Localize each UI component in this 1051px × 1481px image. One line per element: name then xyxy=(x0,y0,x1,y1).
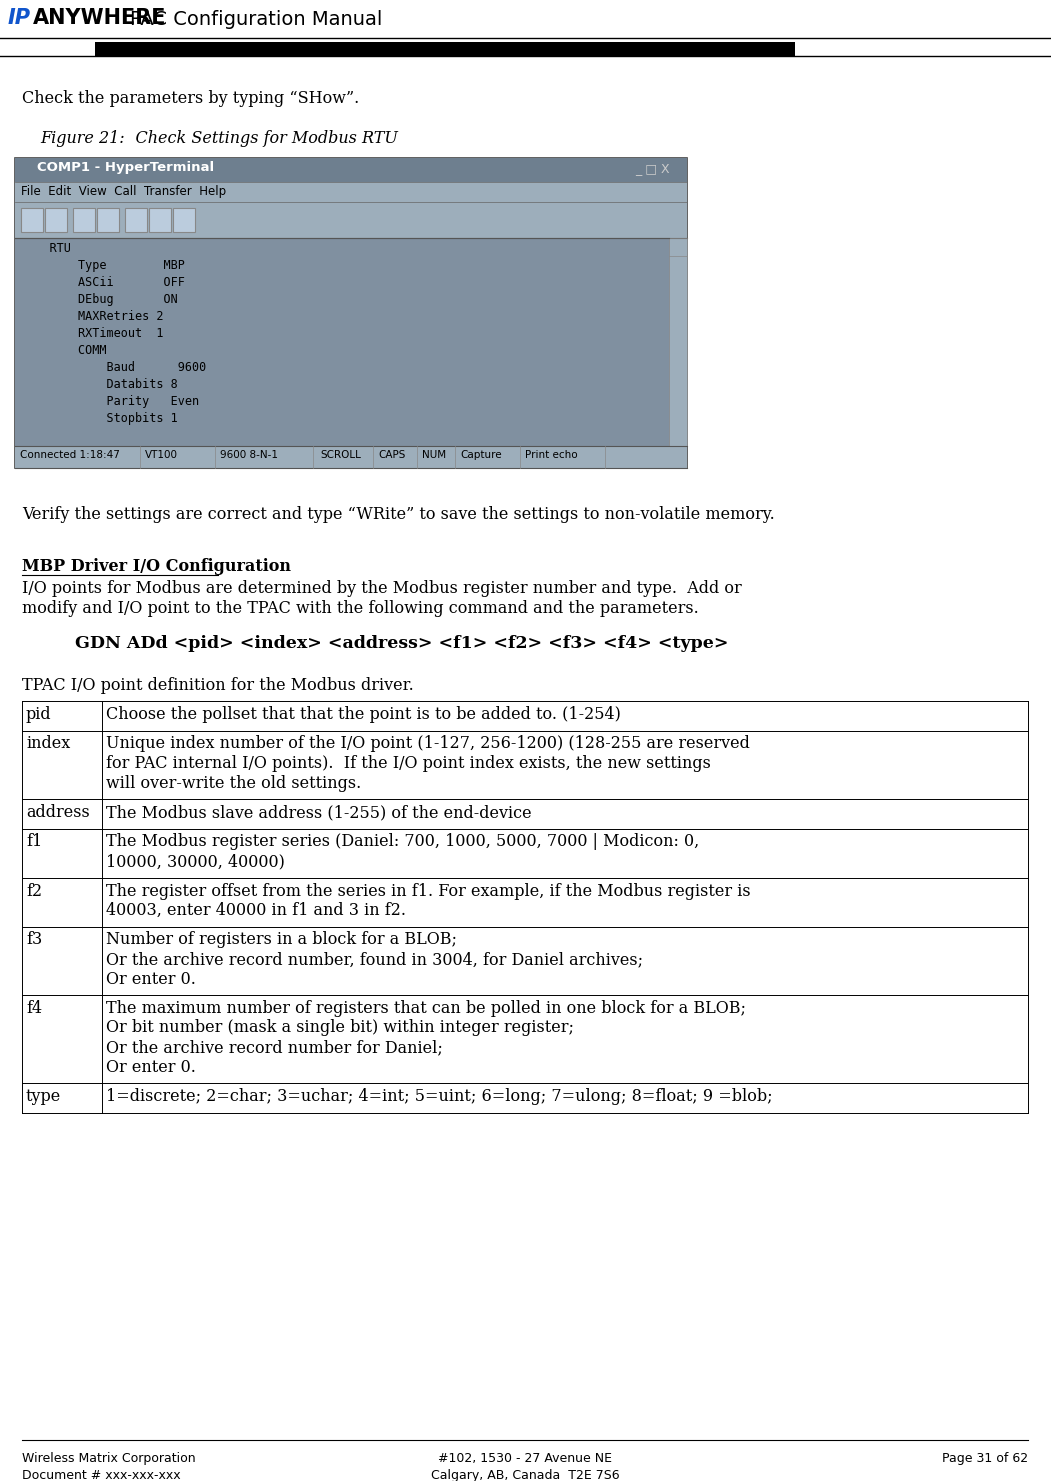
Text: Or enter 0.: Or enter 0. xyxy=(106,970,195,988)
Text: Number of registers in a block for a BLOB;: Number of registers in a block for a BLO… xyxy=(106,932,457,948)
Bar xyxy=(15,182,687,201)
Text: Verify the settings are correct and type “WRite” to save the settings to non-vol: Verify the settings are correct and type… xyxy=(22,507,775,523)
Text: Or the archive record number, found in 3004, for Daniel archives;: Or the archive record number, found in 3… xyxy=(106,951,643,969)
Text: Or the archive record number for Daniel;: Or the archive record number for Daniel; xyxy=(106,1040,442,1056)
Text: pid: pid xyxy=(26,706,51,723)
Text: 40003, enter 40000 in f1 and 3 in f2.: 40003, enter 40000 in f1 and 3 in f2. xyxy=(106,902,406,920)
Text: 10000, 30000, 40000): 10000, 30000, 40000) xyxy=(106,853,285,869)
Bar xyxy=(15,158,687,182)
Text: 9600 8-N-1: 9600 8-N-1 xyxy=(220,450,279,461)
Text: MBP Driver I/O Configuration: MBP Driver I/O Configuration xyxy=(22,558,291,575)
Text: f1: f1 xyxy=(26,834,42,850)
Text: The register offset from the series in f1. For example, if the Modbus register i: The register offset from the series in f… xyxy=(106,883,750,899)
Text: PAC Configuration Manual: PAC Configuration Manual xyxy=(130,10,383,30)
Text: Wireless Matrix Corporation: Wireless Matrix Corporation xyxy=(22,1451,195,1465)
Text: Figure 21:: Figure 21: xyxy=(40,130,125,147)
Bar xyxy=(15,238,669,446)
Text: Print echo: Print echo xyxy=(526,450,578,461)
Text: Page 31 of 62: Page 31 of 62 xyxy=(942,1451,1028,1465)
Bar xyxy=(95,41,795,56)
Text: Baud      9600: Baud 9600 xyxy=(21,361,206,375)
Text: SCROLL: SCROLL xyxy=(320,450,360,461)
Text: The Modbus slave address (1-255) of the end-device: The Modbus slave address (1-255) of the … xyxy=(106,804,532,820)
Bar xyxy=(149,207,171,233)
Text: Capture: Capture xyxy=(460,450,501,461)
Bar xyxy=(73,207,95,233)
Bar xyxy=(97,207,119,233)
Text: ANYWHERE: ANYWHERE xyxy=(33,7,166,28)
Text: RTU: RTU xyxy=(21,241,70,255)
Text: CAPS: CAPS xyxy=(378,450,406,461)
Text: will over-write the old settings.: will over-write the old settings. xyxy=(106,775,362,791)
Text: Parity   Even: Parity Even xyxy=(21,395,199,407)
Text: DEbug       ON: DEbug ON xyxy=(21,293,178,307)
Text: I/O points for Modbus are determined by the Modbus register number and type.  Ad: I/O points for Modbus are determined by … xyxy=(22,581,742,597)
Text: COMM: COMM xyxy=(21,344,106,357)
Text: Connected 1:18:47: Connected 1:18:47 xyxy=(20,450,120,461)
Text: Stopbits 1: Stopbits 1 xyxy=(21,412,178,425)
Text: GDN ADd <pid> <index> <address> <f1> <f2> <f3> <f4> <type>: GDN ADd <pid> <index> <address> <f1> <f2… xyxy=(75,635,728,652)
Text: ASCii       OFF: ASCii OFF xyxy=(21,275,185,289)
Text: _ □ X: _ □ X xyxy=(635,161,669,175)
Text: modify and I/O point to the TPAC with the following command and the parameters.: modify and I/O point to the TPAC with th… xyxy=(22,600,699,618)
Text: VT100: VT100 xyxy=(145,450,178,461)
Text: 1=discrete; 2=char; 3=uchar; 4=int; 5=uint; 6=long; 7=ulong; 8=float; 9 =blob;: 1=discrete; 2=char; 3=uchar; 4=int; 5=ui… xyxy=(106,1089,772,1105)
Text: Or bit number (mask a single bit) within integer register;: Or bit number (mask a single bit) within… xyxy=(106,1019,574,1037)
Bar xyxy=(15,201,687,238)
Text: TPAC I/O point definition for the Modbus driver.: TPAC I/O point definition for the Modbus… xyxy=(22,677,414,695)
Text: Unique index number of the I/O point (1-127, 256-1200) (128-255 are reserved: Unique index number of the I/O point (1-… xyxy=(106,736,749,752)
Text: Type        MBP: Type MBP xyxy=(21,259,185,273)
Text: Calgary, AB, Canada  T2E 7S6: Calgary, AB, Canada T2E 7S6 xyxy=(431,1469,619,1481)
Text: The maximum number of registers that can be polled in one block for a BLOB;: The maximum number of registers that can… xyxy=(106,1000,746,1017)
Text: Choose the pollset that that the point is to be added to. (1-254): Choose the pollset that that the point i… xyxy=(106,706,621,723)
Bar xyxy=(669,238,687,446)
Bar xyxy=(173,207,195,233)
Bar xyxy=(21,207,43,233)
Text: type: type xyxy=(26,1089,61,1105)
Text: f4: f4 xyxy=(26,1000,42,1017)
Text: File  Edit  View  Call  Transfer  Help: File Edit View Call Transfer Help xyxy=(21,185,226,198)
Text: address: address xyxy=(26,804,89,820)
Text: #102, 1530 - 27 Avenue NE: #102, 1530 - 27 Avenue NE xyxy=(438,1451,612,1465)
Text: Check Settings for Modbus RTU: Check Settings for Modbus RTU xyxy=(115,130,398,147)
Text: Document # xxx-xxx-xxx: Document # xxx-xxx-xxx xyxy=(22,1469,181,1481)
Text: COMP1 - HyperTerminal: COMP1 - HyperTerminal xyxy=(37,161,214,173)
Text: IP: IP xyxy=(8,7,30,28)
Text: index: index xyxy=(26,736,70,752)
Bar xyxy=(15,446,687,468)
Text: NUM: NUM xyxy=(423,450,446,461)
Text: f2: f2 xyxy=(26,883,42,899)
Text: for PAC internal I/O points).  If the I/O point index exists, the new settings: for PAC internal I/O points). If the I/O… xyxy=(106,755,710,772)
Text: The Modbus register series (Daniel: 700, 1000, 5000, 7000 | Modicon: 0,: The Modbus register series (Daniel: 700,… xyxy=(106,834,699,850)
Bar xyxy=(15,158,687,468)
Text: MAXRetries 2: MAXRetries 2 xyxy=(21,310,164,323)
Bar xyxy=(125,207,147,233)
Text: Databits 8: Databits 8 xyxy=(21,378,178,391)
Text: Or enter 0.: Or enter 0. xyxy=(106,1059,195,1075)
Text: Check the parameters by typing “SHow”.: Check the parameters by typing “SHow”. xyxy=(22,90,359,107)
Text: f3: f3 xyxy=(26,932,42,948)
Bar xyxy=(45,207,67,233)
Text: RXTimeout  1: RXTimeout 1 xyxy=(21,327,164,341)
